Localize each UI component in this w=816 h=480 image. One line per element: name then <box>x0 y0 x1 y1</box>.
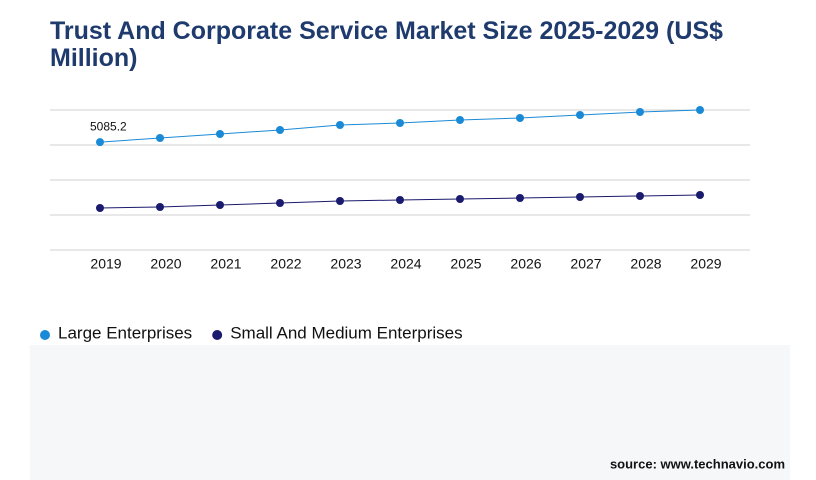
x-tick-label: 2023 <box>330 256 361 272</box>
legend-label: Large Enterprises <box>58 323 192 342</box>
x-tick-label: 2028 <box>630 256 661 272</box>
data-point <box>96 204 104 212</box>
data-point <box>156 134 164 142</box>
data-point <box>156 203 164 212</box>
x-tick-label: 2021 <box>210 256 241 272</box>
legend-marker <box>212 330 223 340</box>
data-point <box>396 119 404 128</box>
source: source: www.technavio.com <box>610 456 785 471</box>
data-point <box>276 126 284 135</box>
data-point <box>516 194 524 203</box>
legend-label: Small And Medium Enterprises <box>230 323 462 342</box>
data-point <box>216 201 224 210</box>
data-point <box>396 196 404 205</box>
data-label: 5085.2 <box>90 119 127 133</box>
x-tick-label: 2020 <box>150 256 181 272</box>
x-tick-label: 2025 <box>450 256 481 272</box>
data-point <box>696 106 704 114</box>
x-tick-label: 2027 <box>570 256 601 272</box>
x-tick-label: 2026 <box>510 256 541 272</box>
footer-panel <box>30 345 790 480</box>
data-point <box>336 120 344 129</box>
data-point <box>636 191 644 200</box>
legend-marker <box>40 330 50 340</box>
x-tick-label: 2024 <box>390 256 421 272</box>
data-point <box>336 197 344 205</box>
data-point <box>576 192 584 201</box>
x-tick-label: 2022 <box>270 256 301 272</box>
data-point <box>696 190 704 199</box>
data-point <box>276 198 284 207</box>
data-point <box>456 195 464 204</box>
data-point <box>216 129 224 138</box>
data-point <box>96 138 104 147</box>
x-tick-label: 2029 <box>690 256 721 272</box>
data-point <box>636 107 644 116</box>
chart-title: Trust And Corporate Service Market Size … <box>50 17 723 72</box>
data-point <box>516 113 524 122</box>
x-tick-label: 2019 <box>90 256 121 272</box>
data-point <box>576 111 584 120</box>
data-point <box>456 115 464 124</box>
